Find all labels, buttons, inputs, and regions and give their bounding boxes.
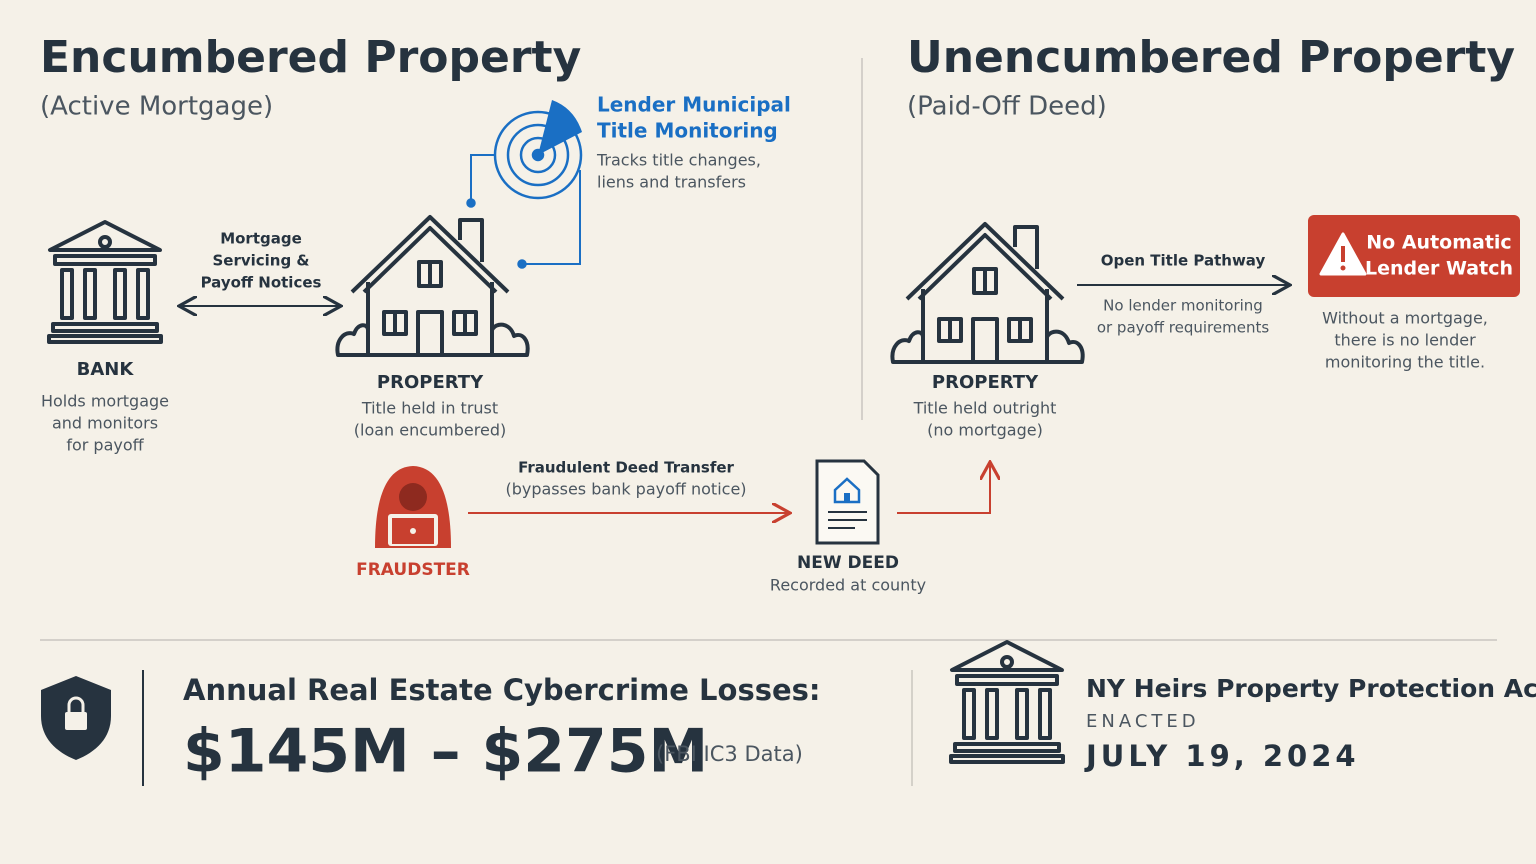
warning-title: Lender Watch — [1365, 258, 1513, 280]
radar-icon-part — [538, 100, 582, 155]
property-icon — [335, 215, 530, 357]
deed-description: Recorded at county — [770, 576, 926, 595]
fraudster-label: FRAUDSTER — [356, 560, 470, 580]
servicing-label: Servicing & — [212, 252, 309, 270]
monitoring-title: Title Monitoring — [597, 119, 778, 143]
bank-description: and monitors — [52, 414, 158, 433]
deed-arrow — [897, 464, 990, 514]
act-date: JULY 19, 2024 — [1084, 739, 1360, 773]
losses-label: Annual Real Estate Cybercrime Losses: — [183, 673, 821, 707]
property-icon-part — [335, 215, 530, 357]
deed-icon — [815, 459, 880, 545]
servicing-label: Payoff Notices — [201, 274, 322, 292]
transfer-title: Fraudulent Deed Transfer — [518, 459, 734, 477]
deed-icon-part — [833, 477, 861, 504]
shield-icon-part — [67, 696, 85, 712]
property-icon — [890, 222, 1085, 364]
losses-source: (FBI IC3 Data) — [656, 742, 803, 766]
radar-icon-part — [519, 136, 557, 174]
section-subtitle: (Active Mortgage) — [40, 92, 273, 122]
warning-box-part — [1341, 246, 1345, 262]
bank-description: for payoff — [66, 436, 144, 455]
property-description: Title held outright — [913, 399, 1057, 418]
bank-label: BANK — [77, 359, 135, 380]
property-description: (no mortgage) — [927, 421, 1043, 440]
radar-icon-part — [493, 110, 583, 200]
radar-icon-part — [506, 123, 570, 187]
property-description: (loan encumbered) — [354, 421, 506, 440]
fraud-flow: FRAUDSTER Fraudulent Deed Transfer (bypa… — [356, 459, 990, 595]
deed-label: NEW DEED — [797, 553, 899, 573]
fraudster-icon-part — [410, 528, 416, 534]
monitoring-description: Tracks title changes, — [596, 151, 761, 170]
property-label: PROPERTY — [932, 372, 1039, 393]
warning-description: there is no lender — [1334, 331, 1476, 350]
pathway-description: No lender monitoring — [1103, 297, 1263, 315]
unencumbered-section: Unencumbered Property (Paid-Off Deed) PR… — [890, 32, 1520, 440]
transfer-note: (bypasses bank payoff notice) — [505, 480, 746, 499]
property-icon-part — [890, 222, 1085, 364]
warning-box-part — [1308, 215, 1520, 297]
footer: Annual Real Estate Cybercrime Losses: $1… — [41, 640, 1536, 787]
bank-icon-part — [47, 220, 163, 344]
pathway-description: or payoff requirements — [1097, 319, 1270, 337]
warning-description: monitoring the title. — [1325, 353, 1485, 372]
fraudster-icon-part — [399, 483, 427, 511]
radar-icon-part — [470, 154, 581, 265]
act-status: ENACTED — [1086, 711, 1200, 732]
pathway-title: Open Title Pathway — [1101, 252, 1266, 270]
act-title: NY Heirs Property Protection Act — [1086, 674, 1536, 703]
encumbered-section: Encumbered Property (Active Mortgage) BA… — [40, 32, 791, 455]
deed-icon-part — [844, 493, 850, 502]
property-label: PROPERTY — [377, 372, 484, 393]
act-bank-icon — [949, 640, 1065, 764]
warning-title: No Automatic — [1366, 232, 1511, 254]
shield-icon-part — [65, 712, 87, 730]
bank-description: Holds mortgage — [41, 392, 169, 411]
servicing-label: Mortgage — [220, 230, 302, 248]
shield-icon — [41, 676, 111, 760]
radar-icon-part — [466, 198, 476, 208]
act-bank-icon-part — [949, 640, 1065, 764]
section-title: Encumbered Property — [40, 32, 581, 83]
monitoring-description: liens and transfers — [597, 173, 746, 192]
property-description: Title held in trust — [361, 399, 498, 418]
losses-amount: $145M – $275M — [183, 717, 708, 787]
warning-box-part — [1340, 265, 1346, 271]
warning-description: Without a mortgage, — [1322, 309, 1488, 328]
bank-icon — [47, 220, 163, 344]
radar-icon-part — [517, 259, 527, 269]
radar-icon — [466, 100, 583, 269]
monitoring-title: Lender Municipal — [597, 93, 791, 117]
section-subtitle: (Paid-Off Deed) — [907, 92, 1107, 122]
deed-icon-part — [828, 511, 867, 529]
warning-box — [1308, 215, 1520, 297]
fraudster-icon — [375, 466, 451, 548]
section-title: Unencumbered Property — [907, 32, 1515, 83]
